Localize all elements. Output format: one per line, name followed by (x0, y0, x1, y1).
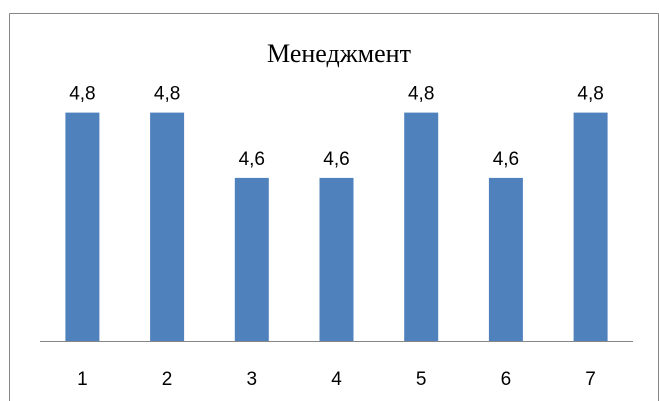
data-label-7: 4,8 (577, 84, 603, 105)
bar-7 (573, 112, 608, 341)
bar-3 (234, 177, 269, 341)
data-label-4: 4,6 (323, 149, 349, 170)
bar-2 (150, 112, 185, 341)
x-tick-label-1: 1 (77, 369, 88, 390)
bar-4 (319, 177, 354, 341)
data-label-6: 4,6 (493, 149, 519, 170)
bar-6 (488, 177, 523, 341)
data-label-2: 4,8 (154, 84, 180, 105)
data-label-5: 4,8 (408, 84, 434, 105)
x-tick-label-3: 3 (247, 369, 258, 390)
x-tick-label-4: 4 (331, 369, 342, 390)
data-label-3: 4,6 (239, 149, 265, 170)
x-tick-label-5: 5 (416, 369, 427, 390)
x-tick-label-2: 2 (162, 369, 173, 390)
x-tick-label-6: 6 (501, 369, 512, 390)
x-tick-label-7: 7 (585, 369, 596, 390)
data-label-1: 4,8 (69, 84, 95, 105)
chart-title: Менеджмент (267, 39, 411, 68)
bar-1 (65, 112, 100, 341)
bar-5 (404, 112, 439, 341)
